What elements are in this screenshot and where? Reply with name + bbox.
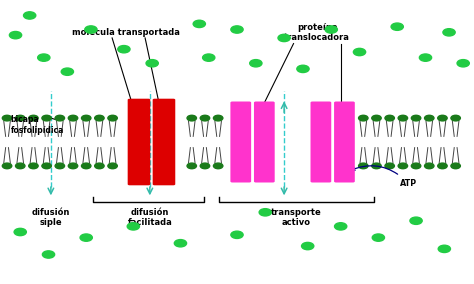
Circle shape: [301, 243, 314, 250]
Circle shape: [372, 115, 381, 121]
Circle shape: [278, 34, 290, 41]
Circle shape: [95, 163, 104, 169]
Circle shape: [108, 115, 117, 121]
Circle shape: [438, 163, 447, 169]
Circle shape: [127, 223, 139, 230]
Circle shape: [457, 60, 469, 67]
Circle shape: [250, 60, 262, 67]
Circle shape: [42, 115, 51, 121]
Circle shape: [55, 163, 64, 169]
Circle shape: [372, 234, 384, 241]
Circle shape: [438, 115, 447, 121]
Circle shape: [202, 54, 215, 61]
Circle shape: [37, 54, 50, 61]
Circle shape: [82, 115, 91, 121]
Circle shape: [2, 115, 12, 121]
Circle shape: [443, 29, 455, 36]
Circle shape: [425, 115, 434, 121]
Circle shape: [398, 115, 408, 121]
Circle shape: [2, 163, 12, 169]
Circle shape: [398, 163, 408, 169]
Circle shape: [42, 251, 55, 258]
Circle shape: [14, 228, 27, 236]
Circle shape: [193, 20, 205, 28]
Circle shape: [385, 115, 394, 121]
Circle shape: [95, 115, 104, 121]
Circle shape: [200, 163, 210, 169]
Circle shape: [213, 115, 223, 121]
Circle shape: [146, 60, 158, 67]
Circle shape: [451, 115, 460, 121]
Circle shape: [213, 163, 223, 169]
Circle shape: [118, 45, 130, 53]
Circle shape: [29, 115, 38, 121]
Circle shape: [391, 23, 403, 30]
Circle shape: [354, 48, 365, 56]
Text: proteína
translocadora: proteína translocadora: [284, 23, 350, 42]
Circle shape: [231, 231, 243, 239]
Circle shape: [9, 32, 22, 39]
Circle shape: [68, 115, 78, 121]
Circle shape: [259, 209, 272, 216]
Circle shape: [372, 163, 381, 169]
Circle shape: [438, 245, 450, 252]
Text: molécula transportada: molécula transportada: [73, 27, 180, 37]
Text: difusión
facilitada: difusión facilitada: [128, 208, 172, 227]
Circle shape: [55, 115, 64, 121]
Circle shape: [42, 163, 51, 169]
Circle shape: [80, 234, 92, 241]
Text: bicapa
fosfolipídica: bicapa fosfolipídica: [11, 115, 64, 135]
Circle shape: [325, 26, 337, 33]
FancyBboxPatch shape: [128, 99, 150, 185]
Circle shape: [297, 65, 309, 72]
Circle shape: [200, 115, 210, 121]
Circle shape: [16, 115, 25, 121]
Circle shape: [68, 163, 78, 169]
Circle shape: [358, 115, 368, 121]
FancyBboxPatch shape: [310, 101, 331, 183]
Circle shape: [231, 26, 243, 33]
Circle shape: [108, 163, 117, 169]
Circle shape: [451, 163, 460, 169]
Circle shape: [411, 163, 421, 169]
FancyBboxPatch shape: [254, 101, 275, 183]
Circle shape: [29, 163, 38, 169]
Circle shape: [174, 240, 187, 247]
Circle shape: [358, 163, 368, 169]
Circle shape: [419, 54, 432, 61]
Circle shape: [24, 12, 36, 19]
Circle shape: [82, 163, 91, 169]
Circle shape: [61, 68, 73, 75]
Circle shape: [187, 115, 197, 121]
Text: ATP: ATP: [352, 166, 417, 188]
Circle shape: [187, 163, 197, 169]
Circle shape: [425, 163, 434, 169]
Text: difusión
siple: difusión siple: [32, 208, 70, 227]
Circle shape: [85, 26, 97, 33]
FancyBboxPatch shape: [153, 99, 175, 185]
FancyBboxPatch shape: [334, 101, 355, 183]
Circle shape: [16, 163, 25, 169]
Text: transporte
activo: transporte activo: [271, 208, 321, 227]
Circle shape: [385, 163, 394, 169]
Circle shape: [410, 217, 422, 224]
Circle shape: [411, 115, 421, 121]
Circle shape: [335, 223, 347, 230]
FancyBboxPatch shape: [230, 101, 251, 183]
